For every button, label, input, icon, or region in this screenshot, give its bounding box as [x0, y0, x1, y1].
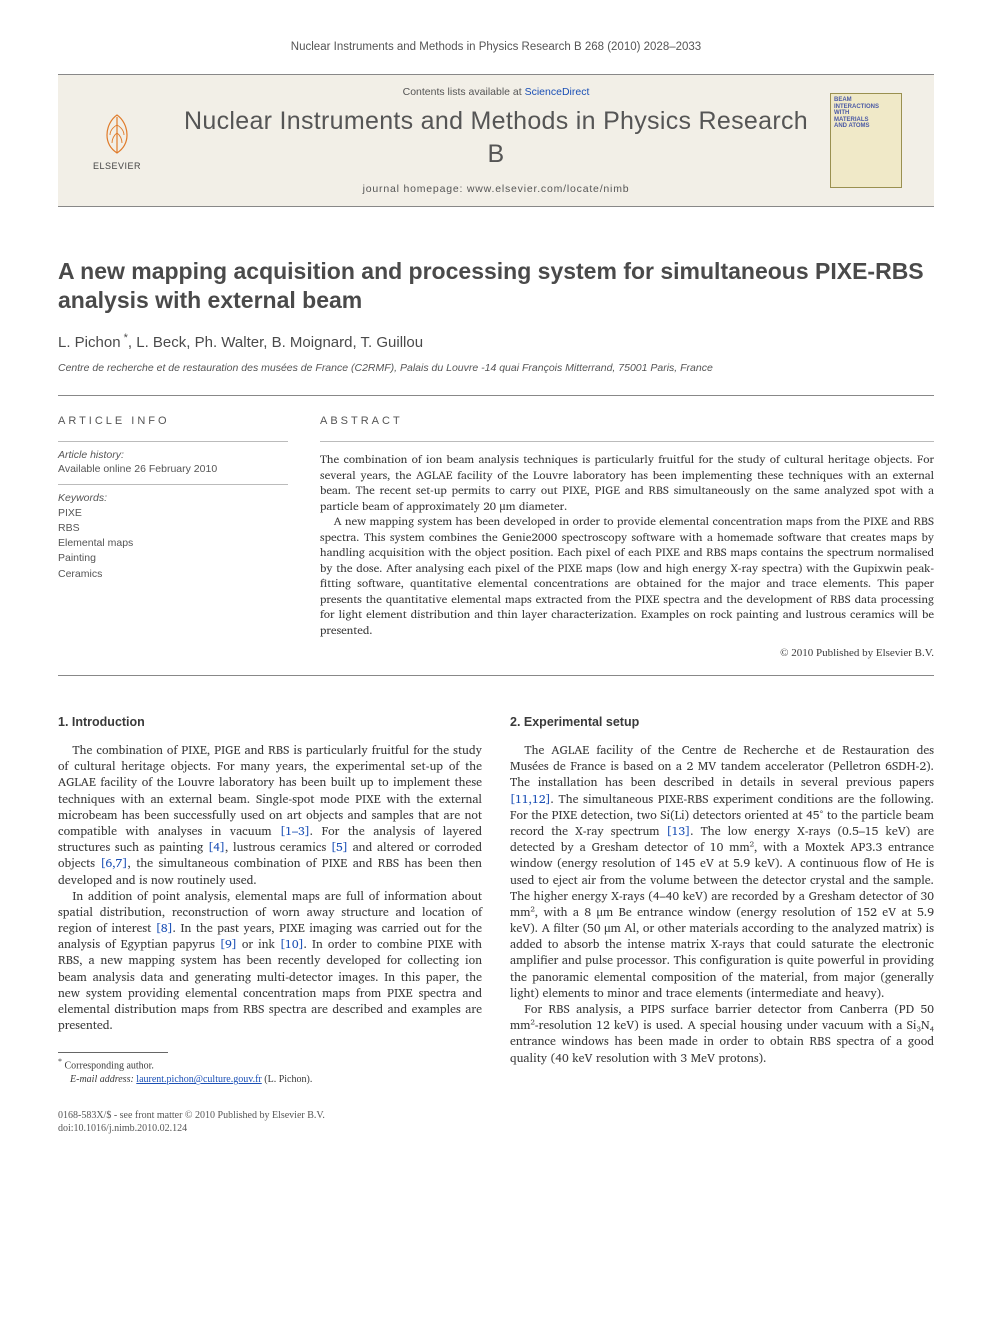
- elsevier-tree-icon: [93, 109, 141, 157]
- publisher-logo: ELSEVIER: [72, 109, 162, 172]
- publisher-name: ELSEVIER: [93, 160, 141, 172]
- contents-line: Contents lists available at ScienceDirec…: [176, 85, 816, 99]
- corresponding-star-icon: *: [121, 332, 128, 344]
- keyword: Painting: [58, 551, 288, 566]
- ref-link[interactable]: [6,7]: [100, 854, 127, 873]
- front-matter-line: 0168-583X/$ - see front matter © 2010 Pu…: [58, 1109, 482, 1123]
- keyword: Ceramics: [58, 567, 288, 582]
- star-icon: *: [58, 1057, 62, 1066]
- keyword: RBS: [58, 521, 288, 536]
- body-para: The AGLAE facility of the Centre de Rech…: [510, 743, 934, 1002]
- journal-header: ELSEVIER Contents lists available at Sci…: [58, 74, 934, 208]
- author: L. Beck: [136, 334, 186, 351]
- footnotes: * Corresponding author. E-mail address: …: [58, 1057, 482, 1086]
- homepage-url[interactable]: www.elsevier.com/locate/nimb: [467, 183, 629, 195]
- author: T. Guillou: [361, 334, 424, 351]
- keyword: Elemental maps: [58, 536, 288, 551]
- abstract-para: The combination of ion beam analysis tec…: [320, 452, 934, 514]
- journal-homepage: journal homepage: www.elsevier.com/locat…: [176, 182, 816, 196]
- author: Ph. Walter: [195, 334, 264, 351]
- ref-link[interactable]: [5]: [331, 838, 348, 857]
- section-heading-setup: 2. Experimental setup: [510, 714, 934, 731]
- history-value: Available online 26 February 2010: [58, 462, 288, 476]
- cover-line: WITH: [834, 110, 898, 117]
- sciencedirect-link[interactable]: ScienceDirect: [525, 86, 590, 98]
- contents-prefix: Contents lists available at: [403, 86, 525, 98]
- abstract-heading: abstract: [320, 414, 934, 429]
- cover-line: MATERIALS: [834, 117, 898, 124]
- email-suffix: (L. Pichon).: [264, 1074, 312, 1085]
- abstract-para: A new mapping system has been developed …: [320, 514, 934, 638]
- body-para: For RBS analysis, a PIPS surface barrier…: [510, 1002, 934, 1067]
- doi-line: doi:10.1016/j.nimb.2010.02.124: [58, 1122, 482, 1136]
- corresponding-email-link[interactable]: laurent.pichon@culture.gouv.fr: [136, 1074, 261, 1085]
- author: B. Moignard: [272, 334, 353, 351]
- cover-line: AND ATOMS: [834, 123, 898, 130]
- author-list: L. Pichon *, L. Beck, Ph. Walter, B. Moi…: [58, 331, 934, 353]
- ref-link[interactable]: [11,12]: [510, 790, 551, 809]
- body-para: The combination of PIXE, PIGE and RBS is…: [58, 743, 482, 889]
- cover-line: INTERACTIONS: [834, 104, 898, 111]
- section-heading-intro: 1. Introduction: [58, 714, 482, 731]
- keyword: PIXE: [58, 506, 288, 521]
- journal-cover-thumb: BEAM INTERACTIONS WITH MATERIALS AND ATO…: [830, 93, 902, 188]
- ref-link[interactable]: [1–3]: [280, 822, 310, 841]
- ref-link[interactable]: [4]: [208, 838, 225, 857]
- homepage-prefix: journal homepage:: [363, 183, 467, 195]
- ref-link[interactable]: [13]: [667, 822, 691, 841]
- abstract-copyright: © 2010 Published by Elsevier B.V.: [320, 646, 934, 661]
- body-para: In addition of point analysis, elemental…: [58, 889, 482, 1035]
- author: L. Pichon: [58, 334, 121, 351]
- ref-link[interactable]: [10]: [280, 935, 304, 954]
- article-info-heading: article info: [58, 414, 288, 429]
- article-title: A new mapping acquisition and processing…: [58, 257, 934, 315]
- journal-name: Nuclear Instruments and Methods in Physi…: [176, 105, 816, 173]
- email-label: E-mail address:: [70, 1074, 134, 1085]
- corresponding-label: Corresponding author.: [65, 1061, 154, 1072]
- cover-line: BEAM: [834, 97, 898, 104]
- affiliation: Centre de recherche et de restauration d…: [58, 361, 934, 375]
- keywords-label: Keywords:: [58, 491, 288, 505]
- history-label: Article history:: [58, 448, 288, 462]
- ref-link[interactable]: [8]: [156, 919, 173, 938]
- ref-link[interactable]: [9]: [220, 935, 237, 954]
- running-head: Nuclear Instruments and Methods in Physi…: [58, 40, 934, 56]
